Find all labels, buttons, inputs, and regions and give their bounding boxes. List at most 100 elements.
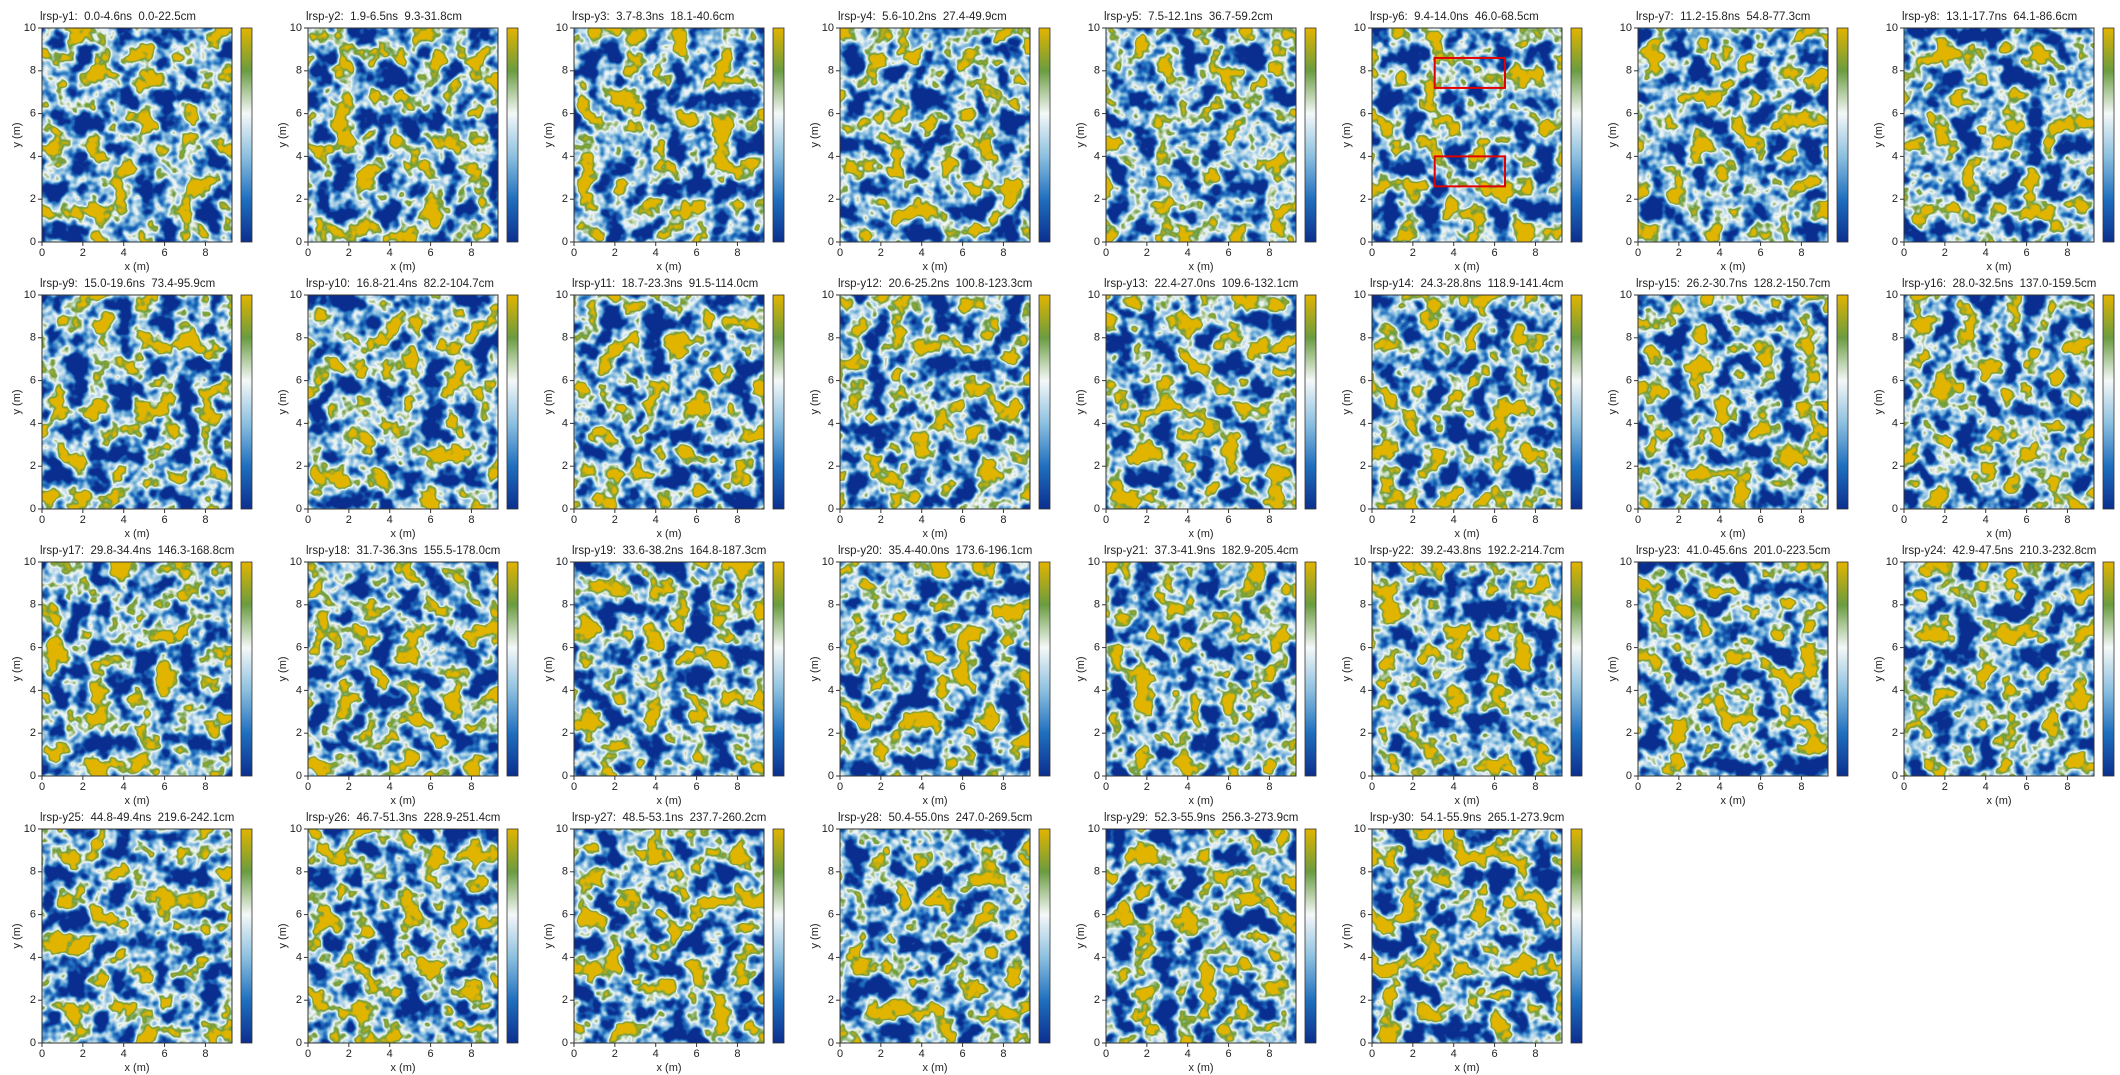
plot-frame bbox=[573, 27, 765, 243]
y-axis-label: y (m) bbox=[543, 389, 555, 414]
chart-title: lrsp-y7: 11.2-15.8ns 54.8-77.3cm bbox=[1636, 11, 1810, 23]
x-axis-label: x (m) bbox=[1720, 528, 1745, 540]
x-tick-label: 8 bbox=[1000, 781, 1006, 793]
x-tick-label: 8 bbox=[2064, 781, 2070, 793]
y-axis-label: y (m) bbox=[1075, 122, 1087, 147]
y-axis-label: y (m) bbox=[277, 389, 289, 414]
y-tick-label: 0 bbox=[1094, 503, 1100, 515]
heatmap-field bbox=[308, 562, 498, 776]
colorbar bbox=[1304, 561, 1317, 777]
colorbar bbox=[506, 828, 519, 1044]
y-tick-label: 10 bbox=[556, 556, 568, 568]
chart-title: lrsp-y25: 44.8-49.4ns 219.6-242.1cm bbox=[40, 812, 234, 824]
y-tick-label: 2 bbox=[828, 727, 834, 739]
x-axis-label: x (m) bbox=[1986, 261, 2011, 273]
colorbar bbox=[772, 828, 785, 1044]
y-axis-label: y (m) bbox=[277, 122, 289, 147]
y-tick-label: 0 bbox=[1094, 1037, 1100, 1049]
x-tick-label: 0 bbox=[571, 247, 577, 259]
chart-title: lrsp-y22: 39.2-43.8ns 192.2-214.7cm bbox=[1370, 545, 1564, 557]
y-tick-label: 10 bbox=[24, 22, 36, 34]
x-tick-label: 0 bbox=[305, 514, 311, 526]
x-tick-label: 2 bbox=[878, 781, 884, 793]
plot-frame bbox=[1903, 27, 2095, 243]
x-tick-label: 4 bbox=[1983, 781, 1989, 793]
heatmap-field bbox=[840, 295, 1030, 509]
x-tick-label: 0 bbox=[1369, 514, 1375, 526]
y-tick-label: 2 bbox=[1626, 727, 1632, 739]
x-tick-label: 6 bbox=[960, 514, 966, 526]
x-tick-label: 0 bbox=[571, 781, 577, 793]
colorbar bbox=[1836, 27, 1849, 243]
y-tick-label: 6 bbox=[30, 108, 36, 120]
x-tick-label: 0 bbox=[1901, 781, 1907, 793]
y-tick-label: 4 bbox=[1094, 684, 1100, 696]
y-tick-label: 10 bbox=[24, 823, 36, 835]
x-axis-label: x (m) bbox=[1720, 795, 1745, 807]
y-tick-label: 2 bbox=[1094, 193, 1100, 205]
plot-frame bbox=[839, 561, 1031, 777]
y-tick-label: 8 bbox=[1360, 332, 1366, 344]
x-tick-label: 6 bbox=[428, 247, 434, 259]
plot-frame bbox=[839, 294, 1031, 510]
x-tick-label: 2 bbox=[1410, 1048, 1416, 1060]
x-tick-label: 8 bbox=[468, 781, 474, 793]
x-tick-label: 2 bbox=[1410, 514, 1416, 526]
y-tick-label: 4 bbox=[30, 951, 36, 963]
x-tick-label: 6 bbox=[1492, 1048, 1498, 1060]
y-tick-label: 0 bbox=[1892, 503, 1898, 515]
y-tick-label: 10 bbox=[822, 289, 834, 301]
plot-frame bbox=[307, 828, 499, 1044]
y-tick-label: 6 bbox=[30, 642, 36, 654]
y-tick-label: 4 bbox=[1360, 684, 1366, 696]
y-tick-label: 4 bbox=[562, 684, 568, 696]
x-axis-label: x (m) bbox=[1188, 795, 1213, 807]
y-tick-label: 8 bbox=[1094, 599, 1100, 611]
x-tick-label: 2 bbox=[878, 247, 884, 259]
y-tick-label: 2 bbox=[1094, 460, 1100, 472]
y-tick-label: 10 bbox=[1620, 556, 1632, 568]
plot-frame bbox=[1637, 561, 1829, 777]
y-axis-label: y (m) bbox=[1607, 122, 1619, 147]
colorbar bbox=[240, 294, 253, 510]
y-tick-label: 10 bbox=[290, 823, 302, 835]
x-tick-label: 0 bbox=[571, 1048, 577, 1060]
y-tick-label: 2 bbox=[1360, 460, 1366, 472]
y-tick-label: 0 bbox=[1360, 503, 1366, 515]
y-axis-label: y (m) bbox=[1873, 389, 1885, 414]
y-tick-label: 8 bbox=[1360, 866, 1366, 878]
x-tick-label: 6 bbox=[1492, 514, 1498, 526]
plot-frame bbox=[1105, 27, 1297, 243]
y-tick-label: 6 bbox=[1892, 108, 1898, 120]
chart-title: lrsp-y24: 42.9-47.5ns 210.3-232.8cm bbox=[1902, 545, 2096, 557]
x-tick-label: 0 bbox=[837, 514, 843, 526]
x-tick-label: 0 bbox=[1901, 514, 1907, 526]
x-tick-label: 6 bbox=[1758, 514, 1764, 526]
x-tick-label: 8 bbox=[1532, 247, 1538, 259]
x-tick-label: 8 bbox=[734, 514, 740, 526]
y-axis-label: y (m) bbox=[1075, 389, 1087, 414]
plot-frame bbox=[41, 561, 233, 777]
chart-title: lrsp-y19: 33.6-38.2ns 164.8-187.3cm bbox=[572, 545, 766, 557]
x-tick-label: 2 bbox=[1942, 514, 1948, 526]
x-tick-label: 6 bbox=[2024, 514, 2030, 526]
plot-frame bbox=[1371, 561, 1563, 777]
chart-title: lrsp-y11: 18.7-23.3ns 91.5-114.0cm bbox=[572, 278, 758, 290]
x-axis-label: x (m) bbox=[1188, 528, 1213, 540]
y-tick-label: 6 bbox=[1360, 909, 1366, 921]
y-tick-label: 6 bbox=[562, 375, 568, 387]
y-axis-label: y (m) bbox=[11, 923, 23, 948]
y-axis-label: y (m) bbox=[809, 122, 821, 147]
y-tick-label: 4 bbox=[562, 951, 568, 963]
y-tick-label: 2 bbox=[296, 727, 302, 739]
x-tick-label: 4 bbox=[919, 247, 925, 259]
heatmap-field bbox=[42, 28, 232, 242]
x-tick-label: 4 bbox=[387, 514, 393, 526]
y-tick-label: 8 bbox=[1094, 332, 1100, 344]
y-axis-label: y (m) bbox=[543, 923, 555, 948]
y-axis-label: y (m) bbox=[1075, 923, 1087, 948]
x-tick-label: 0 bbox=[1635, 514, 1641, 526]
x-tick-label: 6 bbox=[1492, 781, 1498, 793]
y-tick-label: 10 bbox=[1088, 289, 1100, 301]
x-tick-label: 0 bbox=[1103, 247, 1109, 259]
